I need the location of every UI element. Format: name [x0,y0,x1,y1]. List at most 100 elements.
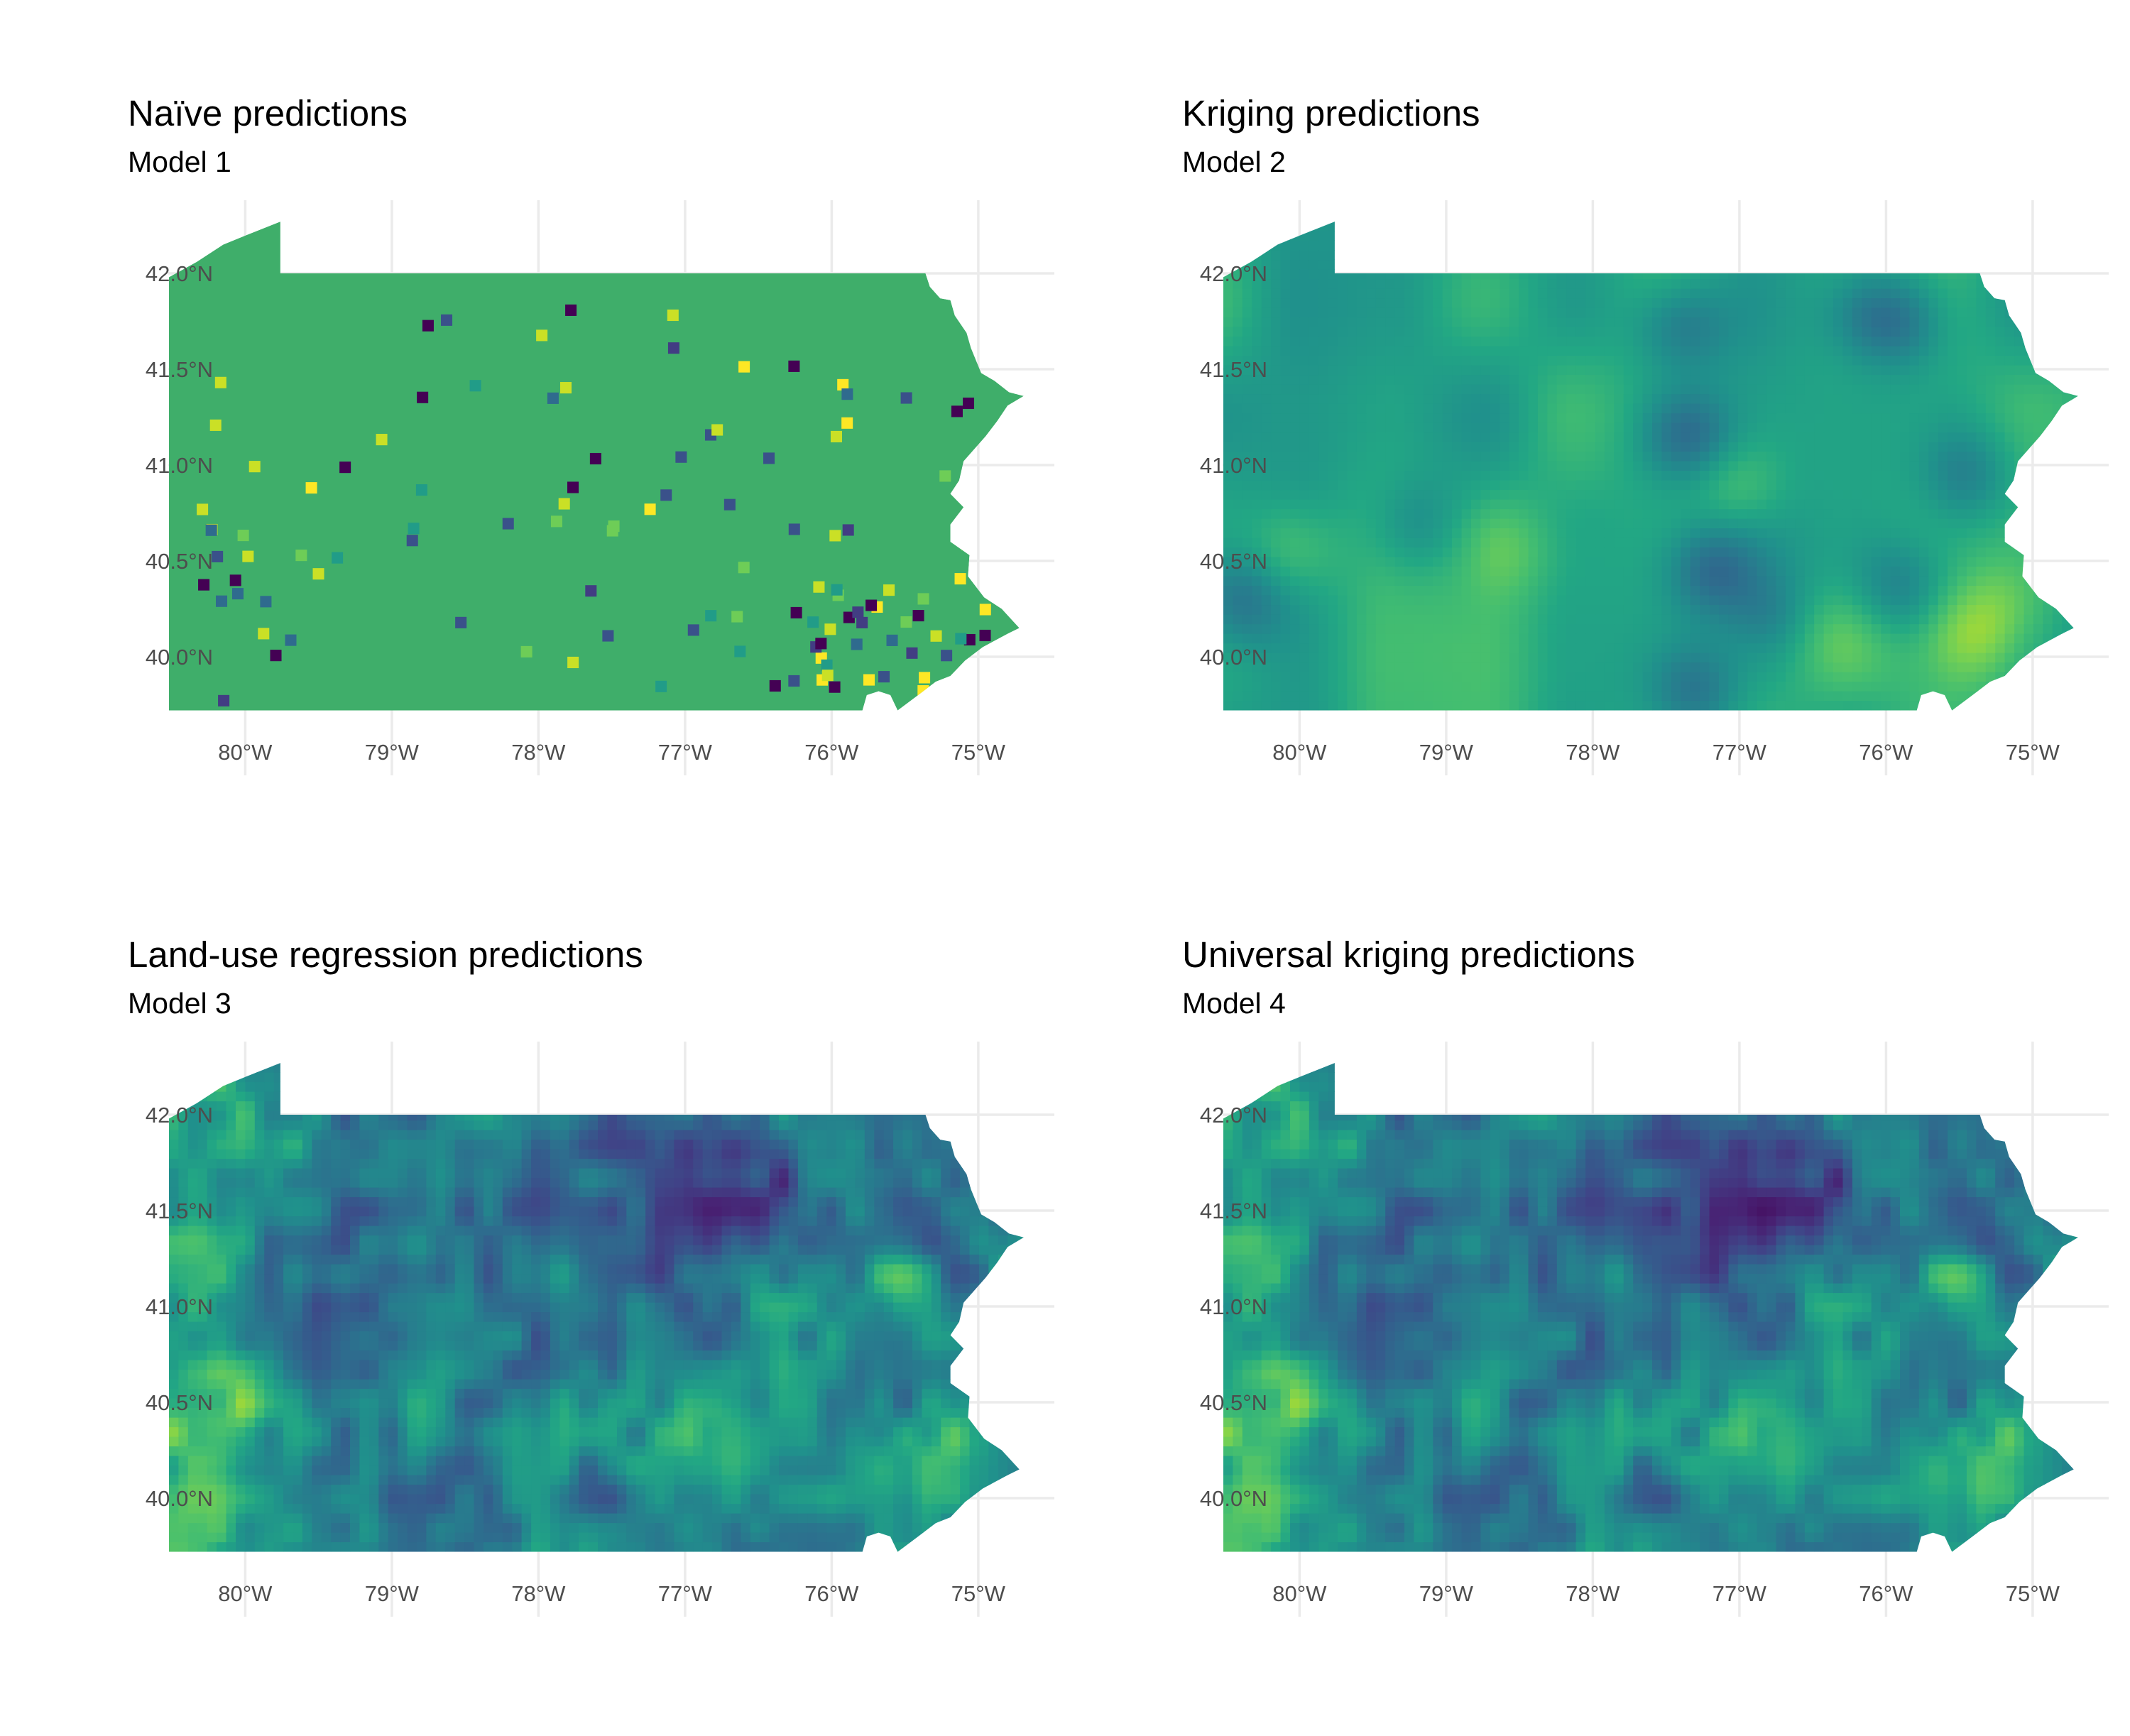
x-tick-label: 77°W [1713,1581,1767,1606]
y-tick-label: 40.0°N [1200,1486,1267,1511]
y-tick-label: 40.0°N [146,1486,213,1511]
panel-universal-kriging: Universal kriging predictions Model 4 80… [1182,934,2130,1736]
monitor-cell [979,630,990,641]
monitor-cell [724,499,736,511]
monitor-cell [547,393,559,404]
monitor-cell [470,380,481,391]
x-tick-label: 75°W [951,1581,1006,1606]
monitor-cell [216,596,227,607]
monitor-cell [807,616,819,628]
monitor-cell [821,660,833,671]
x-tick-label: 78°W [1566,740,1620,765]
monitor-cell [206,525,217,536]
monitor-cell [901,392,912,403]
x-tick-label: 80°W [1272,740,1327,765]
monitor-cell [655,681,667,692]
monitor-cell [218,695,229,706]
x-tick-label: 77°W [1713,740,1767,765]
monitor-cell [961,539,973,550]
monitor-cell [249,461,261,472]
monitor-cell [590,453,601,464]
y-tick-label: 41.0°N [1200,1294,1267,1319]
monitor-cell [260,596,271,607]
prediction-raster [169,222,1026,711]
x-tick-label: 79°W [365,1581,420,1606]
monitor-cell [951,405,963,417]
panel-land-use-regression: Land-use regression predictions Model 3 … [128,934,1172,1736]
x-tick-label: 76°W [1859,740,1913,765]
y-tick-label: 40.0°N [1200,645,1267,670]
x-tick-label: 78°W [511,740,566,765]
monitor-cell [705,610,716,621]
monitor-cell [865,600,877,611]
monitor-cell [941,650,952,661]
y-tick-label: 40.5°N [146,549,213,574]
monitor-cell [738,361,750,373]
x-tick-label: 76°W [1859,1581,1913,1606]
monitor-cell [408,523,420,534]
monitor-cell [955,633,966,645]
monitor-cell [416,484,427,496]
monitor-cell [831,584,843,596]
x-tick-label: 79°W [365,740,420,765]
monitor-cell [829,530,841,541]
y-tick-label: 42.0°N [1200,261,1267,286]
y-tick-label: 40.0°N [146,645,213,670]
y-tick-label: 41.5°N [146,357,213,382]
monitor-cell [822,670,834,681]
monitor-cell [567,481,579,493]
monitor-cell [791,607,802,618]
monitor-cell [675,452,687,463]
monitor-cell [306,482,317,493]
monitor-cell [824,623,836,635]
monitor-cell [843,524,854,535]
monitor-cell [270,650,281,661]
x-tick-label: 78°W [1566,1581,1620,1606]
monitor-cell [841,417,853,429]
monitor-cell [917,685,929,697]
y-tick-label: 42.0°N [146,261,213,286]
monitor-cell [668,342,679,354]
monitor-cell [551,515,562,527]
x-tick-label: 80°W [1272,1581,1327,1606]
x-tick-label: 79°W [1419,740,1474,765]
monitor-cell [963,670,974,682]
monitor-cell [829,682,841,693]
monitor-cell [913,610,924,621]
monitor-cell [883,584,895,596]
x-tick-label: 75°W [2006,740,2060,765]
monitor-cell [422,320,434,332]
monitor-cell [258,628,269,639]
monitor-cell [230,574,241,586]
monitor-cell [980,604,991,615]
monitor-cell [559,498,570,509]
monitor-cell [841,388,853,400]
monitor-cell [607,525,618,536]
monitor-cell [407,535,418,546]
monitor-cell [197,503,208,515]
prediction-raster [1223,212,2091,711]
x-axis-labels: 80°W 79°W 78°W 77°W 76°W 75°W [1272,740,2060,765]
monitor-cell [939,470,951,481]
monitor-cell [567,657,579,668]
monitor-cell [831,431,842,442]
x-tick-label: 76°W [804,1581,859,1606]
monitor-cell [565,305,577,316]
monitor-cell [949,679,961,690]
monitor-cell [711,424,723,435]
y-tick-label: 40.5°N [1200,1390,1267,1415]
monitor-cell [887,635,898,646]
monitor-cell [878,671,890,682]
monitor-cell [789,523,800,535]
monitor-cell [441,315,452,326]
monitor-cell [738,562,750,573]
monitor-cell [851,638,863,650]
monitor-cell [815,638,826,649]
y-tick-label: 41.0°N [146,1294,213,1319]
y-tick-label: 41.5°N [146,1199,213,1223]
monitor-cell [963,398,974,409]
